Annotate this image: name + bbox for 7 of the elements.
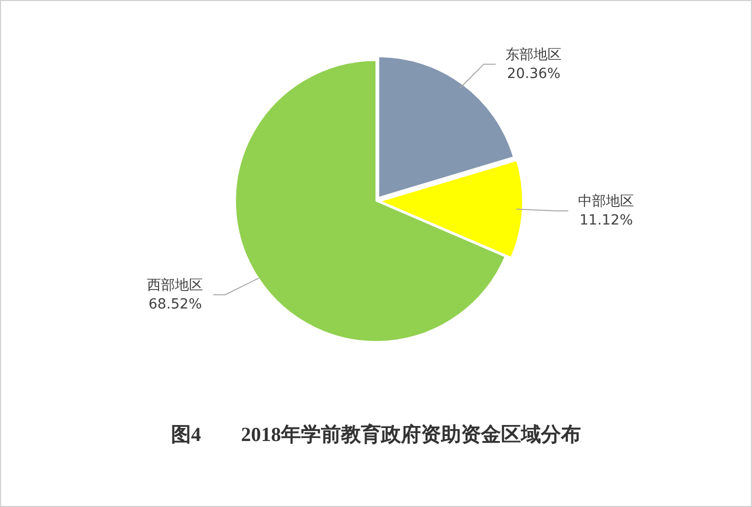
slice-label: 中部地区 — [578, 193, 634, 210]
slice-label: 东部地区 — [506, 46, 562, 63]
data-label: 68.52% — [148, 296, 202, 312]
text: 图4 2018年学前教育政府资助资金区域分布 — [170, 422, 582, 448]
data-label: 11.12% — [580, 212, 633, 228]
slice-label: 西部地区 — [147, 277, 204, 294]
data-label: 20.36% — [507, 66, 560, 82]
